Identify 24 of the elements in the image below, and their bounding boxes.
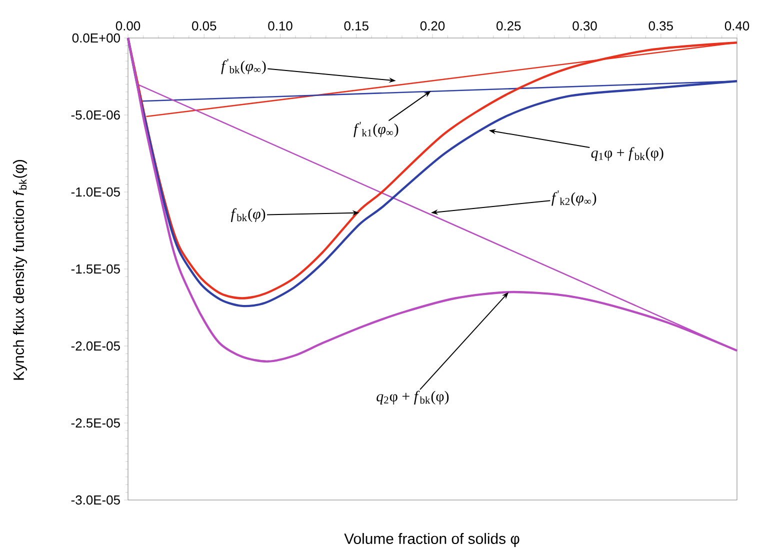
x-tick-label: 0.05 <box>192 21 216 30</box>
y-tick-label: -3.0E-05 <box>71 495 120 505</box>
x-tick-label: 0.10 <box>268 21 292 30</box>
annotation: q$_{1}$φ + f$_{bk}$(φ) <box>591 147 664 161</box>
y-tick-label: -5.0E-06 <box>71 110 120 120</box>
annotation: q$_{2}$φ + f$_{bk}$(φ) <box>376 390 449 404</box>
annotation: f$^{'}$$_{bk}$(φ$_{∞}$) <box>221 58 266 74</box>
y-tick-label: 0.0E+00 <box>72 33 120 43</box>
x-tick-label: 0.30 <box>572 21 597 30</box>
y-tick-label: -2.0E-05 <box>71 341 120 351</box>
x-tick-label: 0.20 <box>420 21 445 30</box>
x-tick-label: 0.35 <box>648 21 673 30</box>
annotation: f$^{'}$$_{k1}$(φ$_{∞}$) <box>354 122 398 138</box>
y-axis-title: Kynch fkux density function f$_{bk}$(φ) <box>13 160 27 380</box>
annotation: f$^{'}$$_{k2}$(φ$_{∞}$) <box>552 190 596 206</box>
x-axis-title: Volume fraction of solids φ <box>344 533 520 547</box>
x-tick-label: 0.15 <box>344 21 368 30</box>
x-tick-label: 0.00 <box>116 21 140 30</box>
x-tick-label: 0.25 <box>496 21 521 30</box>
y-tick-label: -1.5E-05 <box>71 264 120 274</box>
annotation: f$_{bk}$(φ) <box>230 208 266 222</box>
y-tick-label: -1.0E-05 <box>71 187 120 197</box>
x-tick-label: 0.40 <box>724 21 750 30</box>
y-tick-label: -2.5E-05 <box>71 418 120 428</box>
